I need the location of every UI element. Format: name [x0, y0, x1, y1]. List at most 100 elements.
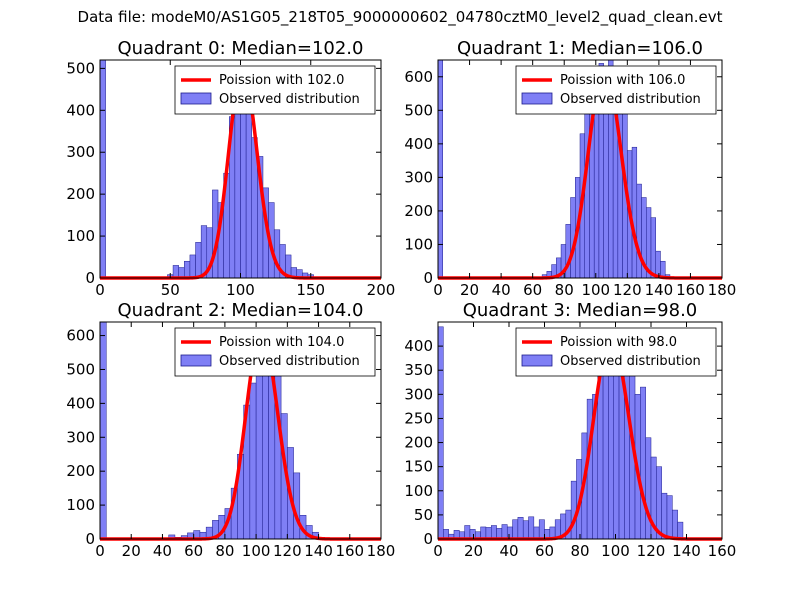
x-tick-label: 120 — [613, 281, 642, 299]
x-tick-label: 0 — [433, 281, 443, 299]
x-tick-label: 0 — [95, 281, 105, 299]
histogram-bar — [624, 348, 630, 540]
y-tick-label: 400 — [66, 101, 95, 119]
histogram-bar — [189, 254, 196, 279]
histogram-bar — [99, 59, 106, 279]
histogram-bar — [506, 526, 513, 540]
y-tick-label: 300 — [404, 385, 433, 403]
histogram-bar — [184, 260, 191, 279]
x-tick-label: 140 — [645, 281, 674, 299]
legend-label-observed: Observed distribution — [560, 354, 701, 369]
histogram-bar — [645, 437, 652, 540]
x-tick-label: 150 — [296, 281, 325, 299]
histogram-bar — [631, 146, 638, 279]
legend-label-observed: Observed distribution — [219, 354, 360, 369]
histogram-bar — [677, 521, 684, 540]
legend-label-observed: Observed distribution — [560, 92, 701, 107]
y-tick-label: 400 — [66, 394, 95, 412]
y-tick-label: 0 — [423, 530, 433, 548]
histogram-bar — [602, 348, 609, 540]
legend-label-poisson: Poission with 102.0 — [219, 73, 344, 88]
x-tick-label: 160 — [335, 542, 364, 560]
y-tick-label: 400 — [404, 135, 433, 153]
legend-bar-swatch — [521, 354, 553, 367]
y-tick-label: 0 — [85, 530, 95, 548]
y-tick-label: 0 — [423, 269, 433, 287]
x-tick-label: 120 — [637, 542, 666, 560]
x-tick-label: 100 — [226, 281, 255, 299]
histogram-bar — [99, 321, 107, 540]
histogram-bar — [240, 89, 247, 279]
histogram-bar — [480, 526, 487, 540]
histogram-bar — [655, 250, 661, 279]
legend-bar-swatch — [180, 92, 212, 105]
histogram-bar — [234, 93, 241, 279]
x-tick-label: 40 — [499, 542, 518, 560]
panel-title: Quadrant 3: Median=98.0 — [463, 300, 698, 321]
axes-frame — [437, 59, 723, 279]
y-tick-label: 350 — [404, 361, 433, 379]
histogram-bar — [437, 59, 443, 279]
quadrant-2-panel: 0 20 40 60 80 100 120 140 160 1800100200300400500… — [66, 300, 395, 560]
histogram-bar — [195, 242, 202, 279]
histogram-bar — [608, 348, 614, 540]
panel-title: Quadrant 2: Median=104.0 — [118, 300, 364, 321]
x-tick-label: 160 — [676, 281, 705, 299]
histogram-bar — [533, 526, 540, 540]
legend-label-observed: Observed distribution — [219, 92, 360, 107]
x-tick-label: 100 — [601, 542, 630, 560]
histogram-bar — [245, 87, 252, 279]
panel-title: Quadrant 0: Median=102.0 — [118, 38, 364, 59]
y-tick-label: 500 — [404, 101, 433, 119]
histogram-bar — [522, 520, 529, 540]
figure-title: Data file: modeM0/AS1G05_218T05_90000006… — [77, 8, 723, 26]
y-tick-label: 0 — [85, 269, 95, 287]
histogram-bar — [512, 519, 519, 540]
y-tick-label: 300 — [66, 143, 95, 161]
y-tick-label: 50 — [414, 506, 433, 524]
x-tick-label: 160 — [708, 542, 737, 560]
panel-title: Quadrant 1: Median=106.0 — [457, 38, 703, 59]
x-tick-label: 80 — [555, 281, 574, 299]
x-tick-label: 180 — [367, 542, 396, 560]
legend-box — [515, 65, 717, 115]
y-tick-label: 200 — [404, 434, 433, 452]
quadrant-3-panel: 0 20 40 60 80 100 120 140 1600501001502002503003… — [404, 300, 736, 560]
x-tick-label: 60 — [523, 281, 542, 299]
legend-label-poisson: Poission with 104.0 — [219, 335, 344, 350]
x-tick-label: 50 — [161, 281, 180, 299]
legend-bar-swatch — [180, 354, 212, 367]
y-tick-label: 400 — [404, 337, 433, 355]
x-tick-label: 0 — [433, 542, 443, 560]
histogram-bar — [262, 362, 269, 540]
y-tick-label: 100 — [404, 235, 433, 253]
y-tick-label: 600 — [404, 68, 433, 86]
x-tick-label: 140 — [304, 542, 333, 560]
legend-label-poisson: Poission with 98.0 — [560, 335, 677, 350]
legend-box — [174, 65, 376, 115]
legend-box — [515, 327, 717, 377]
y-tick-label: 200 — [66, 462, 95, 480]
y-tick-label: 500 — [66, 360, 95, 378]
x-tick-label: 60 — [535, 542, 554, 560]
histogram-bar — [570, 480, 577, 540]
x-tick-label: 100 — [581, 281, 610, 299]
histogram-bar — [491, 525, 497, 540]
quadrant-0-panel: 0 50 100 150 200 0 100 200 300 400 500 Quadrant 0: … — [66, 38, 395, 299]
x-tick-label: 60 — [184, 542, 203, 560]
x-tick-label: 0 — [95, 542, 105, 560]
y-tick-label: 100 — [404, 482, 433, 500]
histogram-bar — [538, 519, 545, 540]
y-tick-label: 200 — [66, 185, 95, 203]
y-tick-label: 150 — [404, 458, 433, 476]
histogram-bar — [501, 524, 508, 540]
x-tick-label: 80 — [570, 542, 589, 560]
histogram-bar — [249, 382, 257, 540]
histogram-bar — [528, 516, 535, 540]
x-tick-label: 20 — [460, 281, 479, 299]
histogram-bar — [650, 217, 656, 279]
histogram-bar — [661, 492, 668, 540]
histogram-bar — [672, 509, 678, 540]
x-tick-label: 20 — [122, 542, 141, 560]
